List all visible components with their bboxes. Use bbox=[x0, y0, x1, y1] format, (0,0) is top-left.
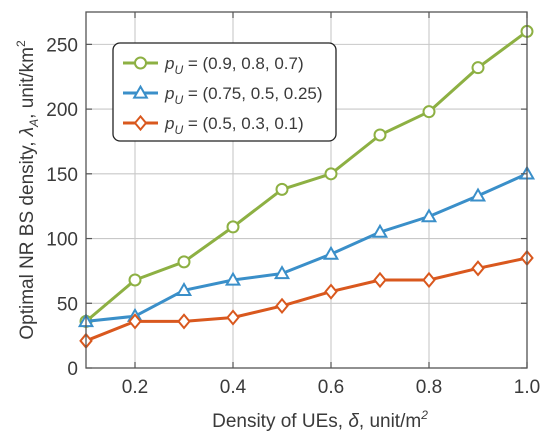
data-point bbox=[471, 61, 485, 75]
y-axis-title: Optimal NR BS density, λA, unit/km2 bbox=[14, 40, 41, 340]
y-tick-label: 0 bbox=[67, 359, 78, 380]
x-tick-label: 0.4 bbox=[220, 377, 247, 398]
data-point bbox=[322, 245, 340, 260]
legend-items: pU = (0.9, 0.8, 0.7) pU = (0.75, 0.5, 0.2… bbox=[123, 54, 323, 137]
data-point bbox=[226, 309, 240, 326]
data-point bbox=[275, 182, 289, 196]
data-point bbox=[128, 313, 142, 330]
legend-entry: pU = (0.75, 0.5, 0.25) bbox=[123, 84, 323, 107]
x-tick-label: 1.0 bbox=[514, 377, 540, 398]
data-point bbox=[324, 167, 338, 181]
y-tick-label: 250 bbox=[46, 35, 78, 56]
x-axis-title: Density of UEs, δ, unit/m2 bbox=[212, 408, 428, 432]
x-tick-label: 0.2 bbox=[122, 377, 148, 398]
y-axis-ticks: 0 50 100 150 200 250 bbox=[46, 35, 527, 380]
legend-box bbox=[112, 42, 337, 142]
legend-label: pU = (0.75, 0.5, 0.25) bbox=[164, 84, 323, 107]
series-line bbox=[85, 172, 528, 323]
legend-marker bbox=[133, 114, 148, 132]
legend: pU = (0.9, 0.8, 0.7) pU = (0.75, 0.5, 0.2… bbox=[112, 42, 337, 142]
series-3 bbox=[79, 249, 534, 349]
legend-entry: pU = (0.9, 0.8, 0.7) bbox=[123, 54, 304, 77]
legend-label: pU = (0.9, 0.8, 0.7) bbox=[164, 54, 304, 77]
y-tick-label: 100 bbox=[46, 230, 78, 251]
legend-marker bbox=[134, 56, 147, 70]
data-point bbox=[422, 271, 436, 289]
legend-marker bbox=[132, 84, 149, 99]
series-2 bbox=[77, 165, 536, 328]
x-axis-ticks: 0.2 0.4 0.6 0.8 1.0 bbox=[122, 12, 540, 398]
data-point bbox=[177, 255, 191, 269]
data-point bbox=[226, 220, 240, 234]
series-line bbox=[85, 30, 528, 323]
data-point bbox=[324, 283, 338, 300]
x-tick-label: 0.6 bbox=[318, 377, 344, 398]
data-point bbox=[128, 273, 142, 287]
data-point bbox=[373, 271, 387, 289]
data-point bbox=[422, 105, 436, 119]
data-point bbox=[420, 208, 438, 223]
data-point bbox=[373, 128, 387, 142]
y-tick-label: 50 bbox=[57, 294, 78, 315]
series-layer bbox=[77, 24, 536, 349]
x-tick-label: 0.8 bbox=[416, 377, 442, 398]
data-point bbox=[224, 271, 242, 286]
data-point bbox=[273, 265, 291, 280]
y-tick-label: 150 bbox=[46, 165, 78, 186]
data-point bbox=[371, 223, 389, 238]
plot-frame bbox=[85, 11, 528, 369]
data-point bbox=[469, 187, 487, 202]
data-point bbox=[275, 297, 289, 315]
y-tick-label: 200 bbox=[46, 100, 78, 121]
series-line bbox=[85, 256, 528, 343]
data-point bbox=[471, 260, 485, 277]
data-point bbox=[177, 313, 191, 330]
legend-entry: pU = (0.5, 0.3, 0.1) bbox=[123, 114, 304, 137]
legend-label: pU = (0.5, 0.3, 0.1) bbox=[164, 114, 304, 137]
data-point bbox=[175, 281, 193, 297]
